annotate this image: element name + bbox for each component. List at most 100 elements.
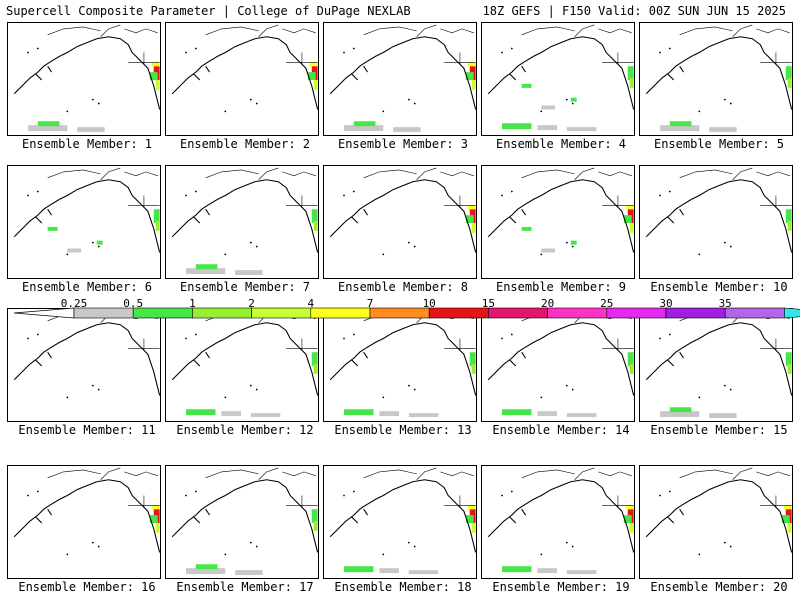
scp-contour-fill (787, 364, 792, 374)
scp-contour-fill (67, 248, 82, 253)
island-marker (224, 396, 227, 399)
scp-contour-fill (629, 222, 634, 233)
scp-contour-fill (566, 413, 597, 418)
scp-contour-fill (669, 121, 692, 127)
island-marker (224, 110, 227, 113)
ensemble-member-label: Ensemble Member: 11 (18, 423, 156, 437)
island-marker (510, 333, 513, 336)
ensemble-member-label: Ensemble Member: 13 (334, 423, 472, 437)
scp-contour-fill (195, 564, 218, 570)
forecast-valid-time: 18Z GEFS | F150 Valid: 00Z SUN JUN 15 20… (482, 4, 786, 18)
political-border (258, 467, 318, 508)
ensemble-map (639, 22, 793, 136)
scp-contour-fill (379, 568, 400, 574)
ensemble-map (639, 465, 793, 579)
island-marker (659, 194, 661, 197)
scp-contour-fill (149, 515, 158, 523)
scp-contour-fill (521, 83, 532, 88)
ensemble-map (481, 465, 635, 579)
island-marker (407, 384, 410, 387)
colorbar-segment (251, 307, 312, 319)
island-marker (27, 494, 29, 497)
island-marker (66, 553, 69, 556)
scp-contour-fill (155, 221, 160, 231)
coastline (487, 322, 634, 396)
scp-contour-fill (311, 209, 318, 223)
coastline (487, 36, 634, 110)
ensemble-member-label: Ensemble Member: 16 (18, 580, 156, 594)
island-marker (249, 541, 252, 544)
political-border (416, 167, 476, 208)
scp-contour-fill (660, 125, 700, 132)
island-marker (185, 194, 187, 197)
island-marker (91, 241, 94, 244)
island-marker (343, 51, 345, 54)
island-marker (510, 190, 513, 193)
colorbar-segment (724, 307, 785, 319)
island-marker (540, 253, 543, 256)
island-marker (571, 245, 574, 248)
ensemble-panel: Ensemble Member: 10 (639, 165, 799, 305)
scp-contour-fill (379, 411, 400, 417)
island-marker (571, 102, 574, 105)
scp-contour-fill (149, 72, 158, 80)
coastline (679, 169, 790, 179)
scp-contour-fill (96, 240, 103, 245)
colorbar-tick-label: 4 (307, 297, 315, 310)
scp-contour-fill (660, 411, 700, 418)
ensemble-map (7, 165, 161, 279)
colorbar-segment (192, 307, 252, 319)
scp-contour-fill (313, 79, 318, 90)
scp-contour-fill (408, 570, 439, 575)
ensemble-panel: Ensemble Member: 9 (481, 165, 641, 305)
island-marker (27, 51, 29, 54)
scp-contour-fill (313, 221, 318, 231)
island-marker (540, 110, 543, 113)
scp-contour-fill (469, 352, 476, 366)
scp-contour-fill (537, 411, 558, 417)
island-marker (352, 490, 355, 493)
coastline (521, 469, 632, 479)
island-marker (413, 545, 416, 548)
scp-contour-fill (625, 205, 634, 210)
ensemble-map (7, 308, 161, 422)
coastline (679, 26, 790, 36)
colorbar-tick-label: 15 (481, 297, 496, 310)
island-marker (91, 541, 94, 544)
scp-contour-fill (77, 127, 105, 133)
coastline (329, 179, 476, 253)
island-marker (510, 47, 513, 50)
scp-contour-fill (153, 209, 160, 223)
island-marker (659, 494, 661, 497)
colorbar-tick-label: 1 (189, 297, 196, 310)
colorbar-segment (547, 307, 608, 319)
colorbar-segment (310, 307, 371, 319)
ensemble-member-label: Ensemble Member: 7 (179, 280, 311, 294)
scp-contour-fill (221, 411, 242, 417)
political-border (258, 24, 318, 65)
scp-contour-fill (151, 62, 160, 67)
island-marker (659, 51, 661, 54)
scp-contour-fill (537, 125, 558, 131)
scp-contour-fill (623, 515, 632, 523)
ensemble-member-label: Ensemble Member: 2 (179, 137, 311, 151)
coastline (363, 169, 474, 179)
island-marker (382, 553, 385, 556)
scp-contour-fill (785, 352, 792, 366)
colorbar-tick-label: 35 (718, 297, 732, 310)
ensemble-panel: Ensemble Member: 1 (7, 22, 167, 162)
island-marker (194, 190, 197, 193)
island-marker (540, 553, 543, 556)
island-marker (698, 110, 701, 113)
island-marker (407, 541, 410, 544)
scp-contour-fill (785, 66, 792, 80)
ensemble-panel: Ensemble Member: 3 (323, 22, 483, 162)
ensemble-panel: Ensemble Member: 2 (165, 22, 325, 162)
ensemble-panel: Ensemble Member: 14 (481, 308, 641, 448)
ensemble-map (639, 165, 793, 279)
political-border (258, 167, 318, 208)
political-border (574, 24, 634, 65)
ensemble-map (165, 165, 319, 279)
colorbar-tick-label: 0.25 (60, 297, 88, 310)
coastline (205, 169, 316, 179)
